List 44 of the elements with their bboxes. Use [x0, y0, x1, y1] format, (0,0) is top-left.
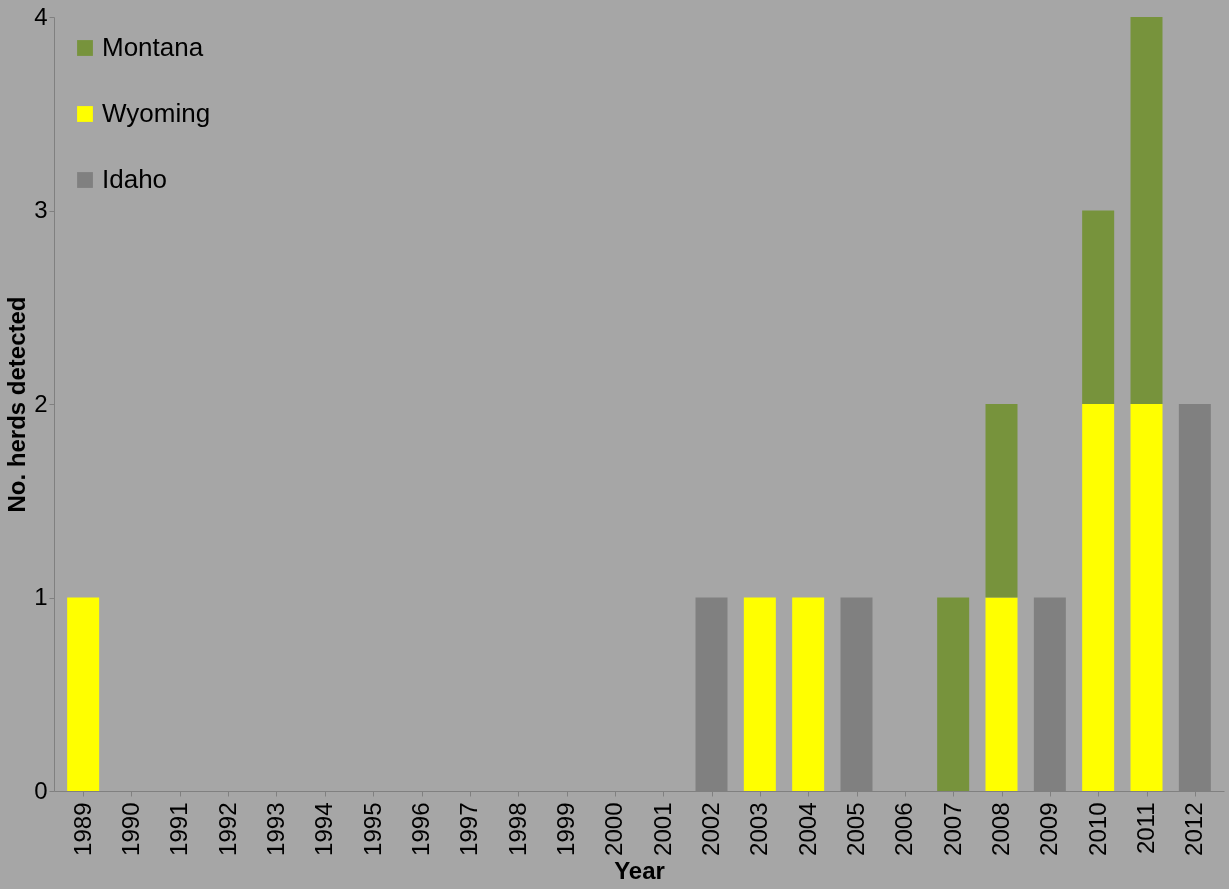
- x-tick-label: 1993: [262, 802, 289, 856]
- y-tick-label: 0: [34, 776, 48, 804]
- x-tick-label: 1989: [68, 802, 96, 856]
- x-tick-label: 1999: [552, 802, 579, 856]
- bar: [1130, 17, 1163, 404]
- x-tick-label: 2011: [1132, 802, 1159, 855]
- bar: [1082, 210, 1115, 404]
- x-tick-label: 2006: [890, 802, 918, 856]
- x-tick-label: 1990: [117, 802, 144, 856]
- legend-label: Montana: [102, 32, 204, 62]
- bar: [792, 597, 825, 791]
- y-axis-title: No. herds detected: [3, 296, 31, 513]
- bar: [937, 597, 970, 791]
- x-tick-label: 1992: [213, 802, 241, 856]
- bar: [985, 597, 1018, 791]
- legend-label: Idaho: [102, 164, 168, 194]
- x-tick-label: 2001: [648, 802, 676, 856]
- x-tick-label: 1996: [407, 802, 434, 856]
- x-tick-label: 2008: [987, 802, 1014, 856]
- x-tick-label: 2005: [842, 802, 869, 856]
- x-tick-label: 2009: [1035, 802, 1063, 856]
- x-tick-label: 1995: [358, 802, 386, 856]
- bar: [1082, 404, 1115, 791]
- x-tick-label: 2004: [793, 802, 821, 856]
- x-tick-label: 2003: [745, 802, 773, 856]
- x-axis-title: Year: [614, 856, 665, 884]
- y-tick-label: 4: [34, 2, 48, 30]
- x-tick-label: 1997: [455, 802, 483, 856]
- x-tick-label: 2007: [938, 802, 966, 856]
- x-tick-label: 2012: [1180, 802, 1208, 856]
- bar: [1130, 404, 1163, 791]
- legend-label: Wyoming: [102, 98, 211, 128]
- y-tick-label: 3: [34, 196, 48, 223]
- bar: [67, 597, 100, 791]
- y-tick-label: 2: [34, 389, 48, 417]
- bar: [743, 597, 776, 791]
- x-tick-label: 2002: [697, 802, 724, 856]
- x-tick-label: 1998: [503, 802, 531, 856]
- x-tick-label: 1994: [310, 802, 338, 856]
- y-tick-label: 1: [34, 583, 48, 610]
- x-tick-label: 1991: [165, 802, 193, 856]
- x-tick-label: 2000: [600, 802, 628, 856]
- x-tick-label: 2010: [1083, 802, 1111, 856]
- bar: [985, 404, 1018, 598]
